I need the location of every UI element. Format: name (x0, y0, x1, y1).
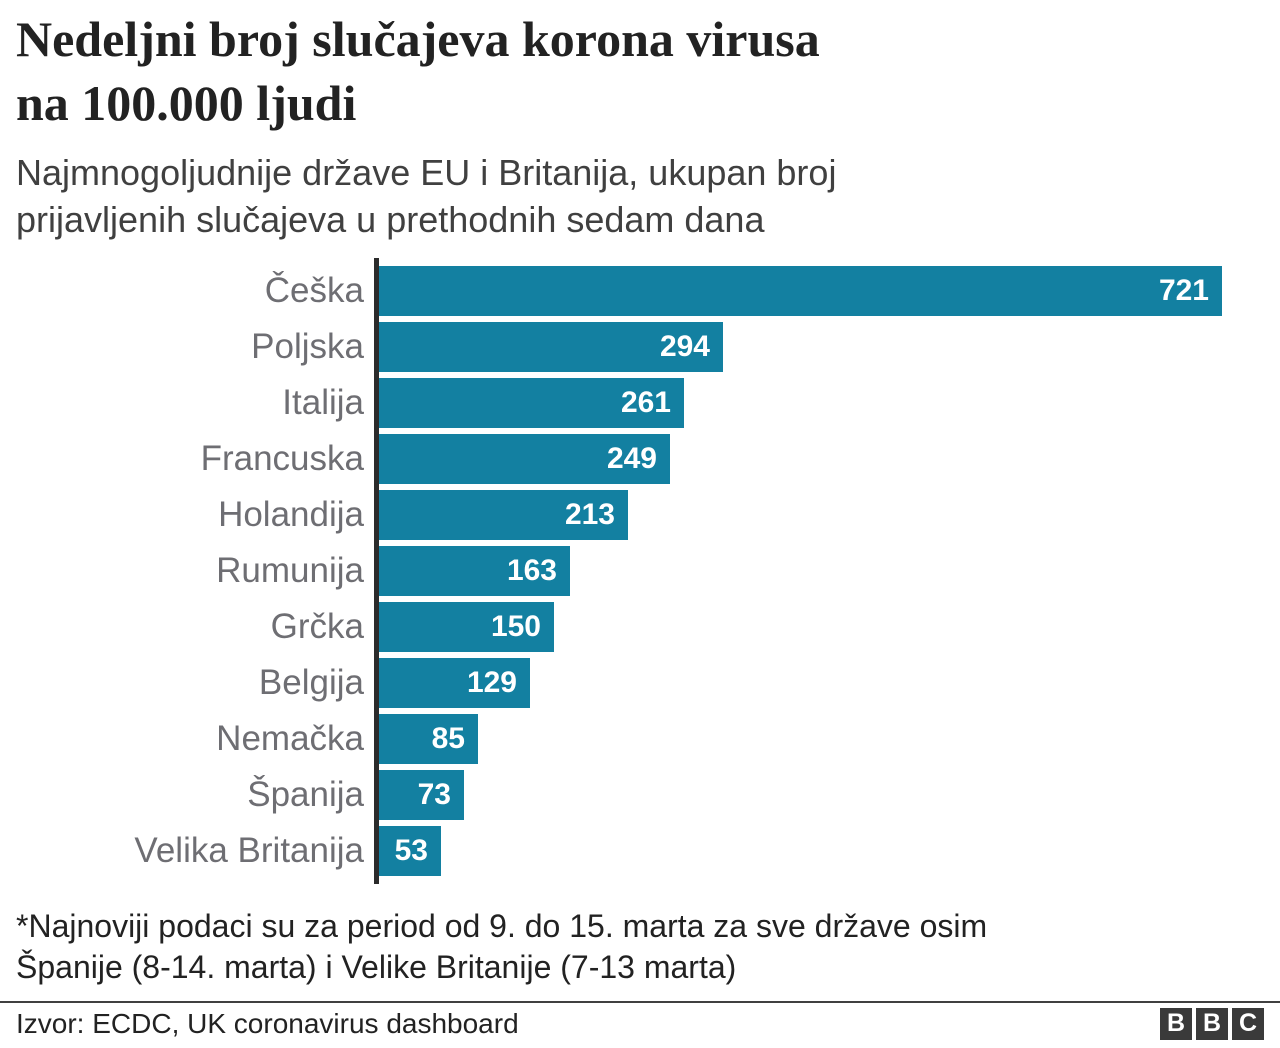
bar-row: Rumunija 163 (16, 545, 1264, 596)
bar-chart: Češka 721 Poljska 294 Italija 261 Francuska 249… (16, 257, 1264, 884)
category-label: Italija (282, 382, 364, 422)
footnote: *Najnoviji podaci su za period od 9. do … (16, 907, 988, 985)
bar: 294 (379, 321, 723, 372)
source-row: Izvor: ECDC, UK coronavirus dashboard B … (0, 1003, 1280, 1040)
bar-row: Belgija 129 (16, 657, 1264, 708)
value-label: 163 (506, 553, 557, 587)
bbc-logo: B B C (1160, 1007, 1264, 1040)
bar: 129 (379, 657, 530, 708)
value-label: 129 (466, 665, 517, 699)
bbc-logo-block: B (1196, 1007, 1228, 1040)
bar: 213 (379, 489, 628, 540)
page-title: Nedeljni broj slučajeva korona virusa na… (16, 11, 820, 131)
category-label: Poljska (251, 326, 364, 366)
category-label: Francuska (200, 438, 364, 478)
bar-row: Nemačka 85 (16, 713, 1264, 764)
bar: 163 (379, 545, 570, 596)
bar: 721 (379, 265, 1222, 316)
value-label: 150 (490, 609, 541, 643)
bar: 73 (379, 769, 464, 820)
page-subtitle: Najmnogoljudnije države EU i Britanija, … (16, 152, 837, 240)
bar-row: Holandija 213 (16, 489, 1264, 540)
category-label: Holandija (218, 494, 364, 534)
value-label: 85 (431, 721, 465, 755)
bar-row: Grčka 150 (16, 601, 1264, 652)
value-label: 249 (606, 441, 657, 475)
bar-row: Velika Britanija 53 (16, 825, 1264, 876)
divider (0, 1000, 1280, 1003)
infographic: Nedeljni broj slučajeva korona virusa na… (16, 11, 1264, 985)
bbc-logo-block: C (1232, 1007, 1264, 1040)
bar: 249 (379, 433, 670, 484)
value-label: 261 (620, 385, 671, 419)
category-label: Španija (247, 774, 364, 814)
bar-row: Francuska 249 (16, 433, 1264, 484)
bar: 53 (379, 825, 441, 876)
category-label: Velika Britanija (134, 830, 364, 870)
bar: 261 (379, 377, 684, 428)
bbc-logo-block: B (1160, 1007, 1192, 1040)
category-label: Belgija (258, 662, 364, 702)
value-label: 53 (394, 833, 428, 867)
category-label: Grčka (270, 606, 364, 646)
value-label: 73 (417, 777, 451, 811)
value-label: 294 (659, 329, 710, 363)
bar-row: Španija 73 (16, 769, 1264, 820)
bar: 150 (379, 601, 554, 652)
category-label: Rumunija (216, 550, 364, 590)
category-label: Češka (264, 270, 364, 310)
category-label: Nemačka (216, 718, 364, 758)
bar: 85 (379, 713, 478, 764)
source-label: Izvor: ECDC, UK coronavirus dashboard (16, 1007, 519, 1039)
y-axis-line (374, 257, 379, 884)
bar-rows: Češka 721 Poljska 294 Italija 261 Francuska 249… (16, 265, 1264, 876)
bar-row: Italija 261 (16, 377, 1264, 428)
bar-row: Poljska 294 (16, 321, 1264, 372)
value-label: 213 (564, 497, 615, 531)
bar-row: Češka 721 (16, 265, 1264, 316)
value-label: 721 (1158, 273, 1209, 307)
